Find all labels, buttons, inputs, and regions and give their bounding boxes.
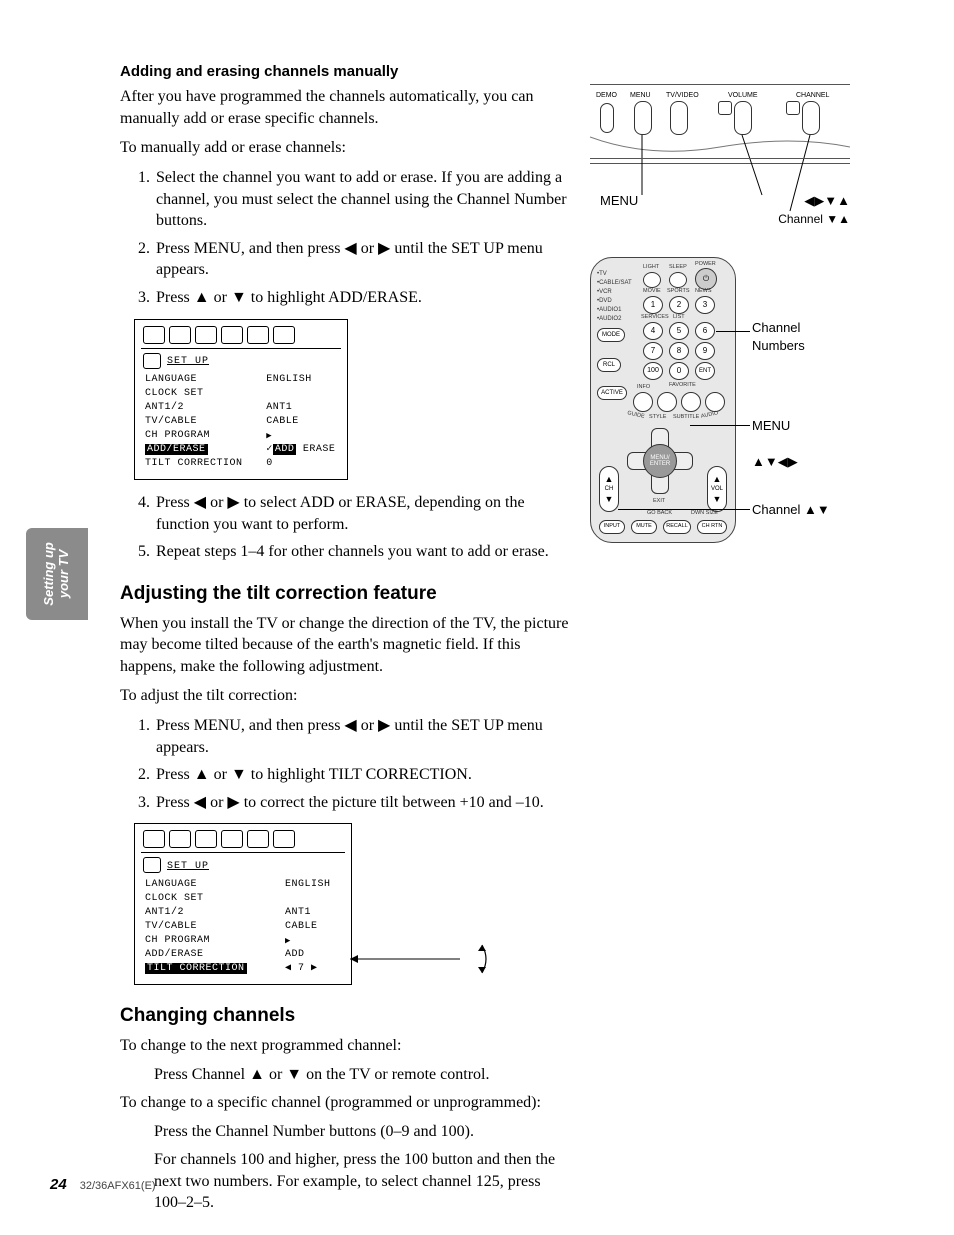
power-button[interactable]: ⏻ [695,268,717,290]
step: Press ◀ or ▶ to select ADD or ERASE, dep… [154,492,572,535]
step: Press ▲ or ▼ to highlight ADD/ERASE. [154,287,572,309]
info-button[interactable] [633,392,653,412]
section1-heading: Adding and erasing channels manually [120,62,572,82]
num-3-button[interactable]: 3 [695,296,715,314]
sleep-button[interactable] [669,272,687,288]
callout-menu: MENU [752,417,790,435]
section1-steps-cont: Press ◀ or ▶ to select ADD or ERASE, dep… [120,492,572,563]
num-100-button[interactable]: 100 [643,362,663,380]
section3-p1: To change to the next programmed channel… [120,1035,572,1057]
illustrations: DEMO MENU TV/VIDEO VOLUME CHANNEL [590,84,890,543]
doc-id: 32/36AFX61(E) [80,1180,156,1192]
num-6-button[interactable]: 6 [695,322,715,340]
step: Repeat steps 1–4 for other channels you … [154,541,572,563]
mute-button[interactable]: MUTE [631,520,657,534]
chrtn-button[interactable]: CH RTN [697,520,727,534]
mode-button[interactable]: MODE [597,328,625,342]
remote-mode-list: •TV •CABLE/SAT •VCR •DVD •AUDIO1 •AUDIO2 [597,270,632,324]
num-5-button[interactable]: 5 [669,322,689,340]
section3-p1i: Press Channel ▲ or ▼ on the TV or remote… [120,1064,572,1086]
osd-highlight: TILT CORRECTION [145,963,247,974]
section2-heading: Adjusting the tilt correction feature [120,581,572,607]
leader-line [690,425,750,426]
leader-line [618,509,750,510]
step: Press ◀ or ▶ to correct the picture tilt… [154,792,572,814]
input-button[interactable]: INPUT [599,520,625,534]
guide-button[interactable] [681,392,701,412]
leader-line [716,331,750,332]
osd-setup-tilt: SET UP LANGUAGEENGLISH CLOCK SET ANT1/2A… [134,823,352,985]
osd-setup-add-erase: SET UP LANGUAGEENGLISH CLOCK SET ANT1/2A… [134,319,348,481]
osd-title: SET UP [167,861,209,872]
callout-channel-updown: Channel ▲▼ [752,501,830,519]
menu-enter-button[interactable]: MENU/ ENTER [644,455,676,467]
section-tab: Setting up your TV [26,528,88,620]
section3-p2i: Press the Channel Number buttons (0–9 an… [120,1121,572,1143]
audio-button[interactable] [705,392,725,412]
page-number: 24 [50,1176,67,1193]
rcl-button[interactable]: RCL [597,358,621,372]
num-0-button[interactable]: 0 [669,362,689,380]
section1-intro: After you have programmed the channels a… [120,86,572,129]
tv-front-panel: DEMO MENU TV/VIDEO VOLUME CHANNEL [590,84,850,164]
section3-p2i2: For channels 100 and higher, press the 1… [120,1149,572,1214]
num-9-button[interactable]: 9 [695,342,715,360]
tab-line1: Setting up [41,542,56,606]
panel-leaders [590,85,850,225]
section2-lead: To adjust the tilt correction: [120,685,572,707]
dpad[interactable]: MENU/ ENTER [627,428,691,492]
volume-rocker[interactable]: ▲VOL▼ [707,466,727,512]
num-4-button[interactable]: 4 [643,322,663,340]
osd-highlight: ADD/ERASE [145,444,208,455]
tilt-pointer-icon [350,939,510,979]
callout-channel-numbers: Channel Numbers [752,319,805,354]
channel-rocker[interactable]: ▲CH▼ [599,466,619,512]
section1-lead: To manually add or erase channels: [120,137,572,159]
light-button[interactable] [643,272,661,288]
main-content: Adding and erasing channels manually Aft… [120,62,572,1220]
remote-body: •TV •CABLE/SAT •VCR •DVD •AUDIO1 •AUDIO2… [590,257,736,543]
section1-steps: Select the channel you want to add or er… [120,167,572,309]
num-2-button[interactable]: 2 [669,296,689,314]
favorite-button[interactable] [657,392,677,412]
tilt-arrow-icon [491,746,531,786]
step: Press MENU, and then press ◀ or ▶ until … [154,238,572,281]
section2-intro: When you install the TV or change the di… [120,613,572,678]
ent-button[interactable]: ENT [695,362,715,380]
recall-button[interactable]: RECALL [663,520,691,534]
callout-arrows: ▲▼◀▶ [752,453,798,471]
num-8-button[interactable]: 8 [669,342,689,360]
section3-p2: To change to a specific channel (program… [120,1092,572,1114]
tab-line2: your TV [56,550,71,598]
page-footer: 24 32/36AFX61(E) [50,1175,156,1195]
active-button[interactable]: ACTIVE [597,386,627,400]
num-1-button[interactable]: 1 [643,296,663,314]
osd-title: SET UP [167,356,209,367]
section3-heading: Changing channels [120,1003,572,1029]
num-7-button[interactable]: 7 [643,342,663,360]
step: Select the channel you want to add or er… [154,167,572,232]
remote-illustration: •TV •CABLE/SAT •VCR •DVD •AUDIO1 •AUDIO2… [590,257,890,543]
